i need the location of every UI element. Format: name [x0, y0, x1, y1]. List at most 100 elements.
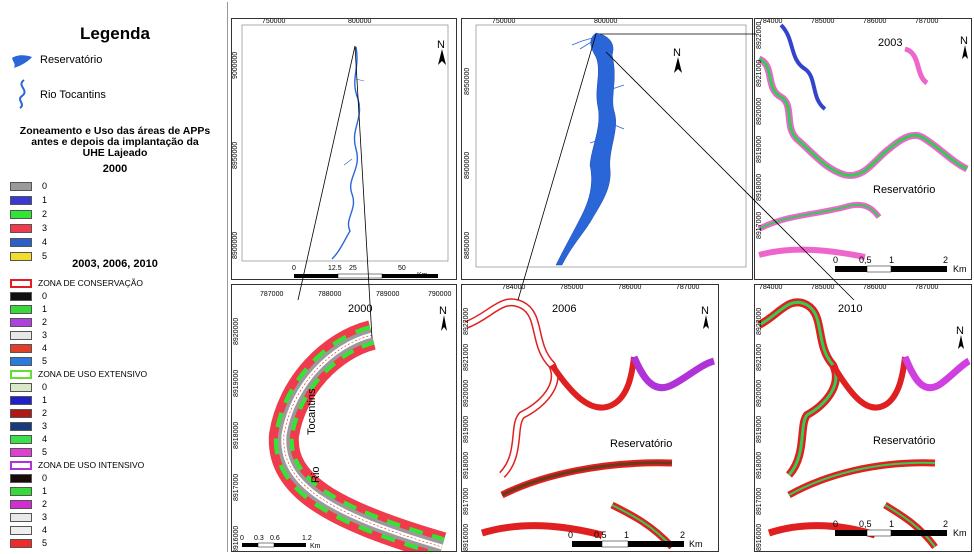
north-arrow-icon — [441, 315, 447, 331]
legend-panel: Legenda Reservatório Rio Tocantins Zonea… — [2, 2, 228, 552]
legend-swatch-label: 4 — [42, 237, 48, 247]
legend-zone-class-label: 3 — [42, 421, 48, 431]
tick-y: 8920000 — [463, 379, 470, 407]
north-arrow-icon — [438, 49, 446, 65]
legend-zone-class-label: 2 — [42, 499, 48, 509]
panel-year-2006: 2006 — [552, 303, 577, 315]
panel-year-2010: 2010 — [838, 303, 863, 315]
tick-y: 8918000 — [463, 451, 470, 479]
legend-zone-class-label: 2 — [42, 408, 48, 418]
legend-zone-class-label: 0 — [42, 382, 48, 392]
legend-zone-class-swatch — [10, 500, 32, 509]
tick-y: 8950000 — [464, 67, 471, 95]
legend-zone-class-swatch — [10, 474, 32, 483]
tick-y: 8922000 — [463, 307, 470, 335]
legend-swatch-label: 2 — [42, 209, 48, 219]
tick-x: 785000 — [811, 18, 835, 25]
scale-label: 0 — [292, 265, 296, 272]
legend-swatch-2000-1 — [10, 196, 32, 205]
tick-x: 786000 — [618, 284, 642, 291]
river-word-rio: Rio — [310, 466, 322, 483]
legend-zone-class-label: 5 — [42, 447, 48, 457]
tick-x: 787000 — [676, 284, 700, 291]
tick-y: 8918000 — [756, 451, 763, 479]
legend-zone-class-label: 5 — [42, 356, 48, 366]
tick-y: 8920000 — [756, 379, 763, 407]
legend-swatch-2000-0 — [10, 182, 32, 191]
scale-label: 0 — [833, 255, 839, 265]
scale-label: 0 — [240, 535, 244, 542]
reservoir-label: Reservatório — [610, 438, 673, 450]
legend-zone-class-swatch — [10, 513, 32, 522]
legend-zone-label: ZONA DE USO INTENSIVO — [38, 460, 145, 470]
tick-y: 8917000 — [233, 473, 240, 501]
legend-swatch-2000-4 — [10, 238, 32, 247]
scale-unit: Km — [689, 539, 703, 549]
legend-title: Legenda — [80, 24, 150, 43]
tick-y: 8921000 — [463, 343, 470, 371]
map-panel-2003[interactable]: 784000 785000 786000 787000 2003 Reserva… — [754, 18, 972, 280]
map-panel-2010[interactable]: 784000 785000 786000 787000 2010 Reserva… — [754, 284, 972, 552]
legend-zone-class-swatch — [10, 526, 32, 535]
legend-swatch-2000-5 — [10, 252, 32, 261]
scale-label: 0,5 — [594, 530, 607, 540]
tick-y: 8920000 — [756, 97, 763, 125]
legend-zone-class-swatch — [10, 292, 32, 301]
legend-zone-class-label: 1 — [42, 304, 48, 314]
map-panel-river-overview[interactable]: 750000 800000 9000000 8950000 8900000 N … — [231, 18, 457, 280]
scale-label: 2 — [943, 255, 949, 265]
scale-label: 2 — [680, 530, 686, 540]
north-label: N — [956, 325, 964, 337]
north-label: N — [960, 35, 968, 47]
north-arrow-icon — [958, 335, 964, 349]
scale-label: 50 — [398, 265, 406, 272]
legend-zone-class-label: 0 — [42, 291, 48, 301]
legend-zone-class-swatch — [10, 344, 32, 353]
tick-y: 8919000 — [463, 415, 470, 443]
map-panel-2000[interactable]: 787000 788000 789000 790000 2000 Tocanti… — [231, 284, 457, 552]
legend-zone-class-swatch — [10, 357, 32, 366]
legend-zone-class-label: 1 — [42, 395, 48, 405]
legend-zone-class-label: 4 — [42, 434, 48, 444]
north-label: N — [701, 305, 709, 317]
legend-zone-class-swatch — [10, 487, 32, 496]
legend-zone-class-swatch — [10, 448, 32, 457]
tick-y: 8921000 — [756, 343, 763, 371]
tick-x: 787000 — [915, 18, 939, 25]
scale-label: 25 — [349, 265, 357, 272]
legend-zone-class-swatch — [10, 422, 32, 431]
reservoir-shape — [555, 32, 616, 266]
legend-subtitle-line-1: Zoneamento e Uso das áreas de APPs — [19, 125, 211, 137]
tick-y: 8920000 — [233, 317, 240, 345]
map-panel-2006[interactable]: 784000 785000 786000 787000 2006 Reserva… — [461, 284, 719, 552]
tick-x: 788000 — [318, 291, 342, 298]
legend-symbols — [12, 55, 32, 109]
north-label: N — [439, 305, 447, 317]
river-word-tocantins: Tocantins — [306, 388, 318, 435]
legend-reservoir-label: Reservatório — [40, 54, 103, 66]
legend-swatch-2000-2 — [10, 210, 32, 219]
tick-y: 8921000 — [756, 59, 763, 87]
tick-y: 8917000 — [756, 211, 763, 239]
tick-x: 784000 — [759, 284, 783, 291]
scale-label: 0,5 — [859, 519, 872, 529]
tick-y: 8900000 — [232, 231, 239, 259]
tick-x: 784000 — [759, 18, 783, 25]
zoom-2000-map — [242, 315, 447, 551]
legend-zone-class-label: 3 — [42, 330, 48, 340]
legend-zone-class-label: 0 — [42, 473, 48, 483]
reservoir-label: Reservatório — [873, 184, 936, 196]
scale-label: 0,5 — [859, 255, 872, 265]
map-panel-reservoir-overview[interactable]: 750000 800000 8950000 8900000 8850000 N — [461, 18, 753, 280]
tick-y: 8950000 — [232, 141, 239, 169]
reservoir-overview-map — [475, 24, 747, 268]
legend-swatch-label: 0 — [42, 181, 48, 191]
scale-label: 1 — [889, 255, 895, 265]
panel-year-2003: 2003 — [878, 37, 903, 49]
legend-zone-class-swatch — [10, 435, 32, 444]
tick-x: 800000 — [348, 18, 372, 25]
tick-x: 785000 — [811, 284, 835, 291]
tick-y: 9000000 — [232, 51, 239, 79]
scale-label: 12.5 — [328, 265, 342, 272]
legend-zone-class-label: 4 — [42, 525, 48, 535]
